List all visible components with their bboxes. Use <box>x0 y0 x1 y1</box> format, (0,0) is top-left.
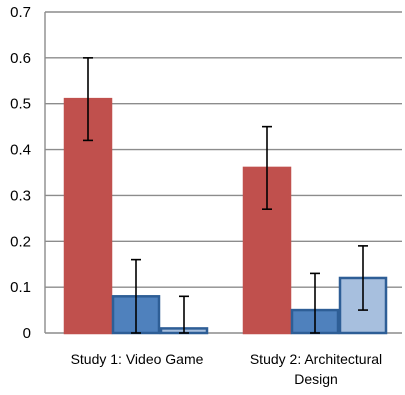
x-category-label: Design <box>294 371 338 387</box>
x-category-label: Study 2: Architectural <box>250 351 382 367</box>
y-tick-label: 0.3 <box>10 187 31 204</box>
x-category-label: Study 1: Video Game <box>71 351 204 367</box>
y-tick-label: 0.6 <box>10 50 31 67</box>
x-axis-categories: Study 1: Video Game Study 2: Architectura… <box>71 351 383 387</box>
y-tick-label: 0.7 <box>10 4 31 21</box>
y-tick-label: 0.5 <box>10 96 31 113</box>
error-bars <box>83 57 368 334</box>
y-tick-label: 0 <box>23 325 31 342</box>
y-tick-label: 0.2 <box>10 233 31 250</box>
y-tick-label: 0.4 <box>10 142 31 159</box>
y-tick-label: 0.1 <box>10 279 31 296</box>
bars <box>63 97 388 335</box>
y-axis-ticks: 0 0.1 0.2 0.3 0.4 0.5 0.6 0.7 <box>10 4 31 342</box>
